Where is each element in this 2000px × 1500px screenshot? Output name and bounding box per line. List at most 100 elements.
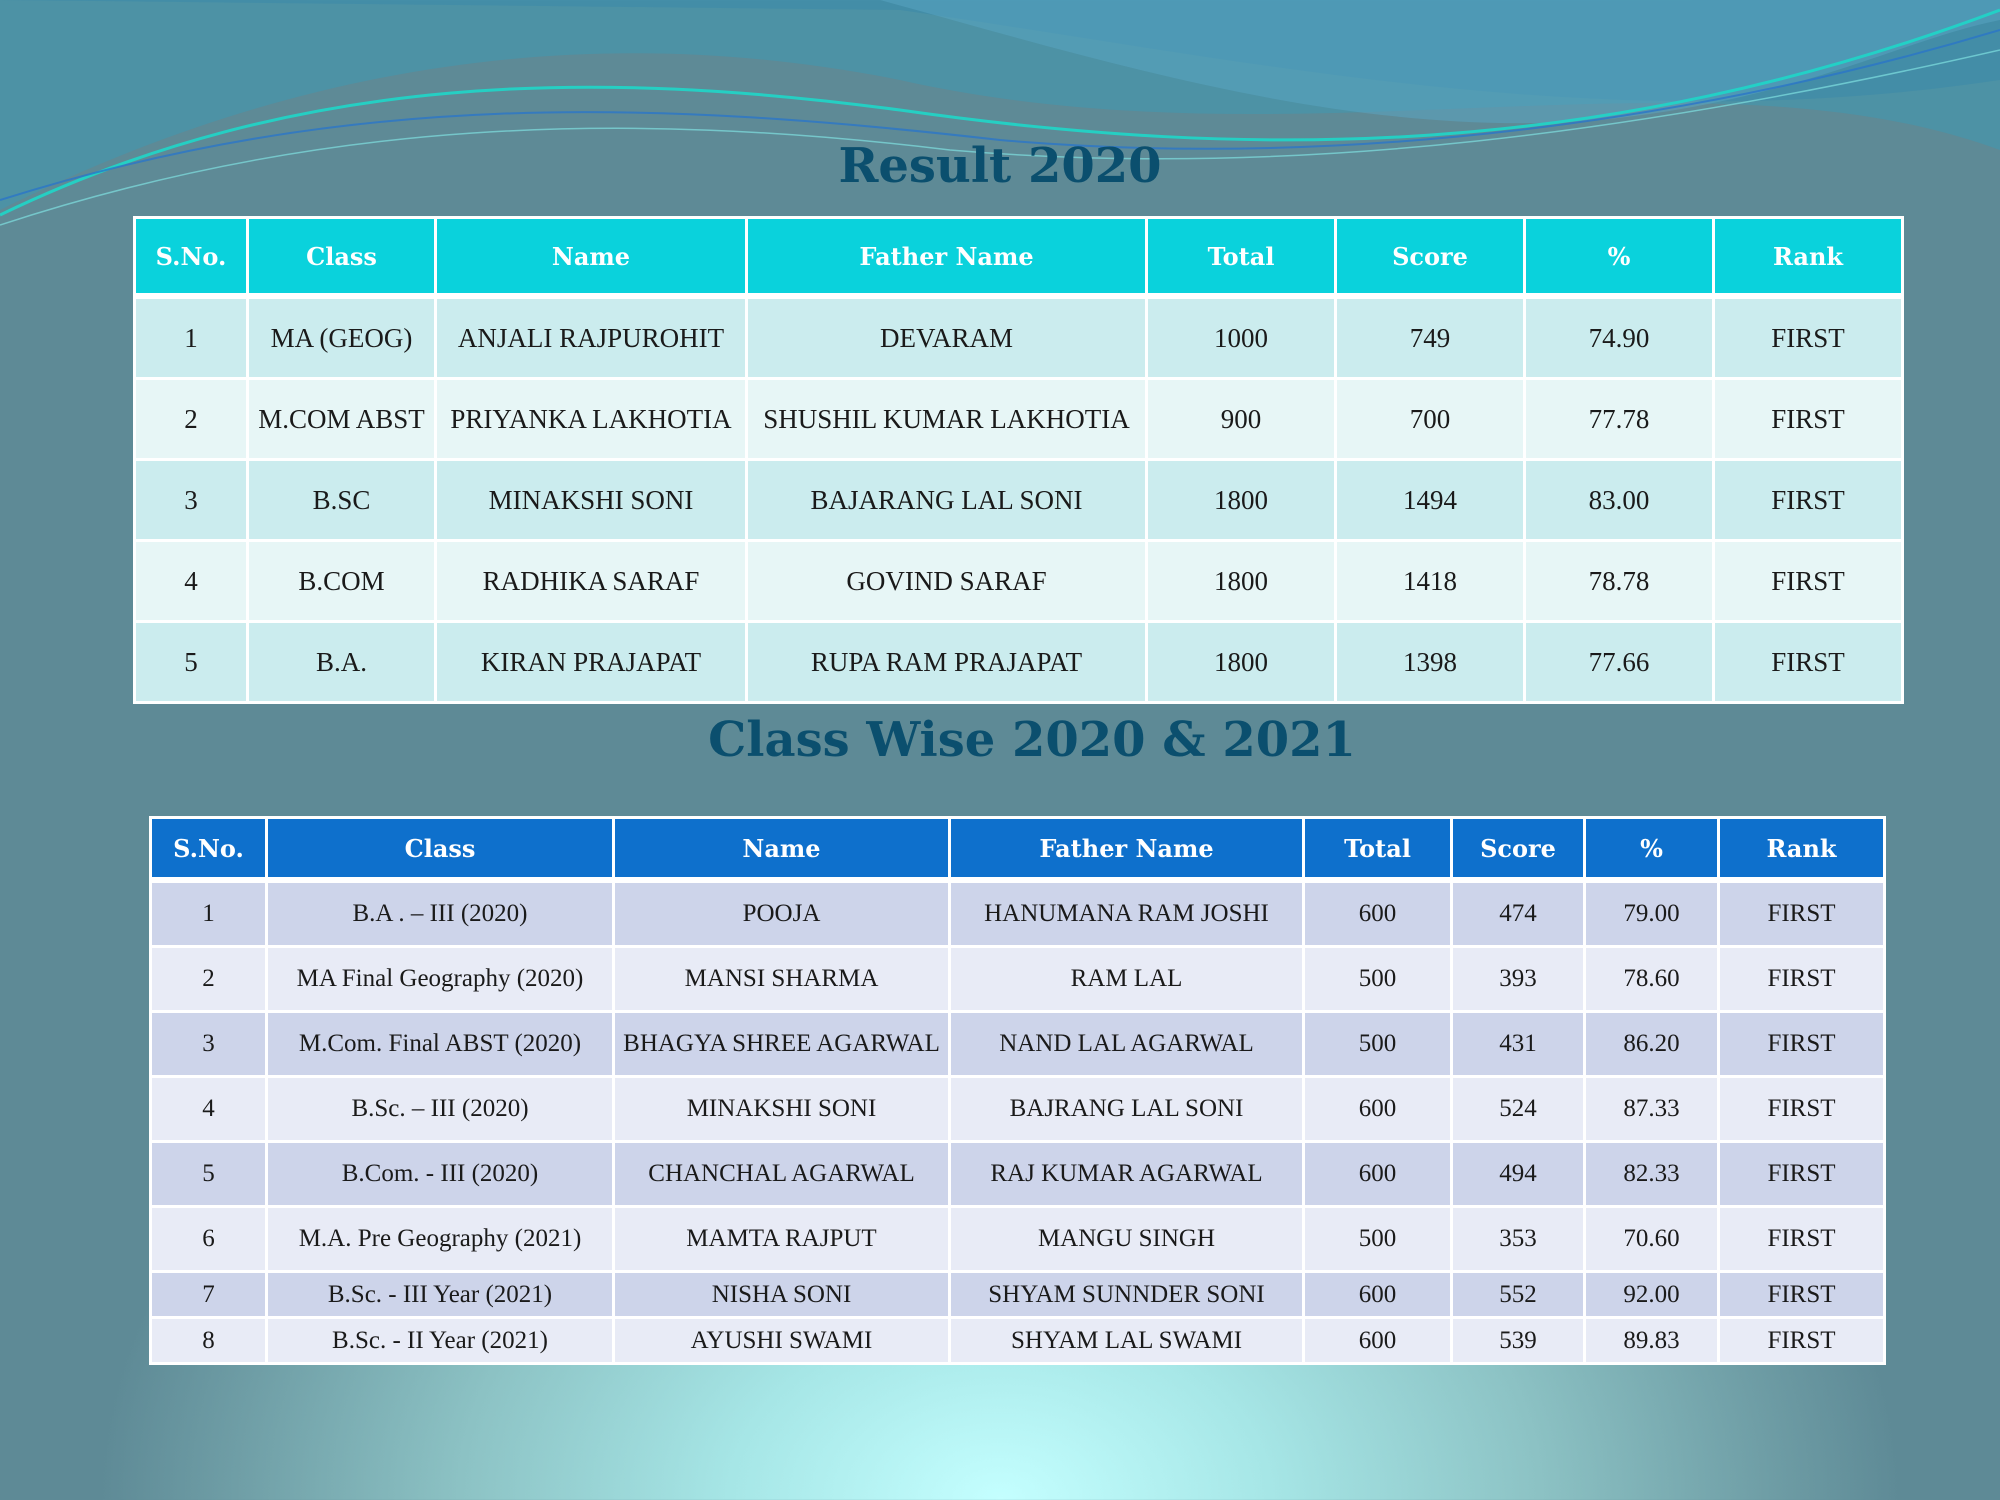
cell-class: M.A. Pre Geography (2021) <box>265 1206 615 1273</box>
cell-percent: 89.83 <box>1583 1317 1720 1365</box>
header-total: Total <box>1302 816 1453 883</box>
cell-rank: FIRST <box>1717 1271 1886 1319</box>
table-row: 8 B.Sc. - II Year (2021) AYUSHI SWAMI SH… <box>149 1317 1886 1365</box>
cell-name: POOJA <box>612 880 951 948</box>
cell-percent: 82.33 <box>1583 1141 1720 1208</box>
cell-sno: 3 <box>149 1011 268 1078</box>
cell-name: RADHIKA SARAF <box>434 540 748 623</box>
header-percent: % <box>1583 816 1720 883</box>
cell-father-name: BAJRANG LAL SONI <box>948 1076 1305 1143</box>
cell-total: 600 <box>1302 880 1453 948</box>
cell-score: 393 <box>1450 946 1586 1013</box>
cell-name: ANJALI RAJPUROHIT <box>434 296 748 380</box>
cell-score: 1494 <box>1334 459 1526 542</box>
cell-class: B.Sc. – III (2020) <box>265 1076 615 1143</box>
table-row: 4 B.Sc. – III (2020) MINAKSHI SONI BAJRA… <box>149 1076 1886 1143</box>
cell-class: M.Com. Final ABST (2020) <box>265 1011 615 1078</box>
cell-class: B.SC <box>246 459 437 542</box>
cell-score: 353 <box>1450 1206 1586 1273</box>
cell-score: 700 <box>1334 378 1526 461</box>
cell-class: M.COM ABST <box>246 378 437 461</box>
classwise-table: S.No. Class Name Father Name Total Score… <box>149 816 1886 1365</box>
cell-sno: 1 <box>133 296 249 380</box>
table-row: 6 M.A. Pre Geography (2021) MAMTA RAJPUT… <box>149 1206 1886 1273</box>
cell-name: MINAKSHI SONI <box>434 459 748 542</box>
cell-class: B.A. <box>246 621 437 704</box>
cell-score: 1398 <box>1334 621 1526 704</box>
cell-rank: FIRST <box>1712 296 1904 380</box>
cell-name: MINAKSHI SONI <box>612 1076 951 1143</box>
cell-total: 600 <box>1302 1271 1453 1319</box>
header-father-name: Father Name <box>745 216 1148 299</box>
header-score: Score <box>1450 816 1586 883</box>
cell-sno: 4 <box>133 540 249 623</box>
table-header-row: S.No. Class Name Father Name Total Score… <box>149 816 1886 883</box>
cell-rank: FIRST <box>1712 540 1904 623</box>
cell-name: PRIYANKA LAKHOTIA <box>434 378 748 461</box>
cell-name: AYUSHI SWAMI <box>612 1317 951 1365</box>
cell-total: 900 <box>1145 378 1337 461</box>
cell-class: B.Sc. - III Year (2021) <box>265 1271 615 1319</box>
cell-class: MA Final Geography (2020) <box>265 946 615 1013</box>
table-row: 3 M.Com. Final ABST (2020) BHAGYA SHREE … <box>149 1011 1886 1078</box>
cell-name: NISHA SONI <box>612 1271 951 1319</box>
cell-father-name: MANGU SINGH <box>948 1206 1305 1273</box>
cell-class: B.Sc. - II Year (2021) <box>265 1317 615 1365</box>
cell-name: MANSI SHARMA <box>612 946 951 1013</box>
header-percent: % <box>1523 216 1715 299</box>
cell-sno: 2 <box>149 946 268 1013</box>
cell-total: 600 <box>1302 1141 1453 1208</box>
cell-score: 749 <box>1334 296 1526 380</box>
cell-total: 1800 <box>1145 540 1337 623</box>
header-rank: Rank <box>1712 216 1904 299</box>
cell-percent: 83.00 <box>1523 459 1715 542</box>
cell-sno: 1 <box>149 880 268 948</box>
table-row: 4 B.COM RADHIKA SARAF GOVIND SARAF 1800 … <box>133 540 1904 623</box>
header-sno: S.No. <box>149 816 268 883</box>
classwise-title: Class Wise 2020 & 2021 <box>708 712 1356 768</box>
cell-name: MAMTA RAJPUT <box>612 1206 951 1273</box>
table-row: 5 B.A. KIRAN PRAJAPAT RUPA RAM PRAJAPAT … <box>133 621 1904 704</box>
result-2020-title: Result 2020 <box>838 138 1162 194</box>
cell-sno: 2 <box>133 378 249 461</box>
background-waves <box>0 0 2000 226</box>
header-name: Name <box>612 816 951 883</box>
cell-score: 552 <box>1450 1271 1586 1319</box>
cell-total: 500 <box>1302 1011 1453 1078</box>
cell-score: 474 <box>1450 880 1586 948</box>
cell-score: 431 <box>1450 1011 1586 1078</box>
cell-percent: 78.78 <box>1523 540 1715 623</box>
header-total: Total <box>1145 216 1337 299</box>
cell-total: 500 <box>1302 946 1453 1013</box>
cell-father-name: RAJ KUMAR AGARWAL <box>948 1141 1305 1208</box>
cell-total: 500 <box>1302 1206 1453 1273</box>
cell-percent: 92.00 <box>1583 1271 1720 1319</box>
cell-father-name: SHUSHIL KUMAR LAKHOTIA <box>745 378 1148 461</box>
cell-rank: FIRST <box>1717 1206 1886 1273</box>
table-row: 5 B.Com. - III (2020) CHANCHAL AGARWAL R… <box>149 1141 1886 1208</box>
cell-father-name: DEVARAM <box>745 296 1148 380</box>
cell-rank: FIRST <box>1717 1011 1886 1078</box>
cell-father-name: SHYAM LAL SWAMI <box>948 1317 1305 1365</box>
header-class: Class <box>265 816 615 883</box>
cell-sno: 6 <box>149 1206 268 1273</box>
cell-father-name: RAM LAL <box>948 946 1305 1013</box>
cell-total: 600 <box>1302 1076 1453 1143</box>
table-row: 1 B.A . – III (2020) POOJA HANUMANA RAM … <box>149 880 1886 948</box>
cell-rank: FIRST <box>1717 946 1886 1013</box>
cell-class: B.COM <box>246 540 437 623</box>
cell-percent: 79.00 <box>1583 880 1720 948</box>
cell-sno: 3 <box>133 459 249 542</box>
cell-rank: FIRST <box>1712 621 1904 704</box>
cell-father-name: GOVIND SARAF <box>745 540 1148 623</box>
cell-class: B.Com. - III (2020) <box>265 1141 615 1208</box>
cell-sno: 7 <box>149 1271 268 1319</box>
table-row: 1 MA (GEOG) ANJALI RAJPUROHIT DEVARAM 10… <box>133 296 1904 380</box>
cell-percent: 86.20 <box>1583 1011 1720 1078</box>
cell-class: MA (GEOG) <box>246 296 437 380</box>
cell-father-name: RUPA RAM PRAJAPAT <box>745 621 1148 704</box>
cell-rank: FIRST <box>1717 880 1886 948</box>
cell-father-name: HANUMANA RAM JOSHI <box>948 880 1305 948</box>
cell-percent: 87.33 <box>1583 1076 1720 1143</box>
cell-percent: 77.66 <box>1523 621 1715 704</box>
